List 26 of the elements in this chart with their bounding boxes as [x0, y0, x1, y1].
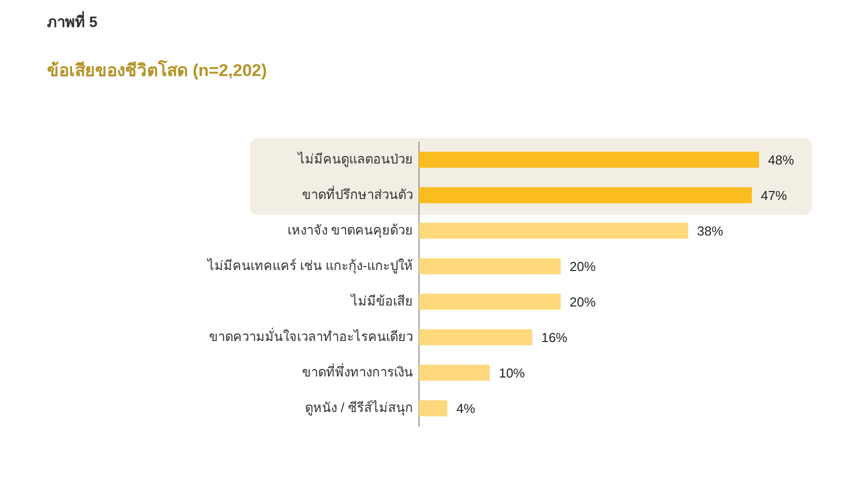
text: ภาพที่ 5 — [47, 10, 98, 33]
y-tick-label: ไม่มีคนดูแลตอนป่วย — [297, 151, 413, 168]
data-label: 16% — [541, 330, 568, 345]
y-tick-label: ขาดที่ปรึกษาส่วนตัว — [302, 186, 413, 202]
bar — [419, 152, 759, 168]
y-tick-label: ไม่มีคนเทคแคร์ เช่น แกะกุ้ง-แกะปูให้ — [206, 258, 413, 274]
text: ข้อเสียของชีวิตโสด (n=2,202) — [47, 59, 267, 82]
bar — [419, 187, 752, 204]
y-tick-label: เหงาจัง ขาดคนคุยด้วย — [287, 222, 413, 238]
data-label: 20% — [570, 258, 596, 274]
data-label: 20% — [570, 294, 596, 310]
data-label: 10% — [498, 365, 526, 380]
bar — [419, 364, 490, 381]
bar — [419, 294, 561, 310]
y-tick-label: ขาดที่พึ่งทางการเงิน — [302, 363, 413, 380]
data-label: 4% — [456, 400, 476, 416]
y-tick-label: ดูหนัง / ซีรีส์ไม่สนุก — [305, 400, 413, 416]
data-label: 48% — [768, 152, 794, 168]
bar — [419, 258, 561, 274]
bar — [419, 222, 688, 239]
data-label: 47% — [760, 188, 788, 203]
bar — [419, 329, 532, 346]
data-label: 38% — [697, 223, 724, 238]
y-tick-label: ไม่มีข้อเสีย — [350, 293, 413, 308]
y-tick-label: ขาดความมั่นใจเวลาทำอะไรคนเดียว — [209, 328, 413, 344]
bar — [419, 400, 448, 416]
